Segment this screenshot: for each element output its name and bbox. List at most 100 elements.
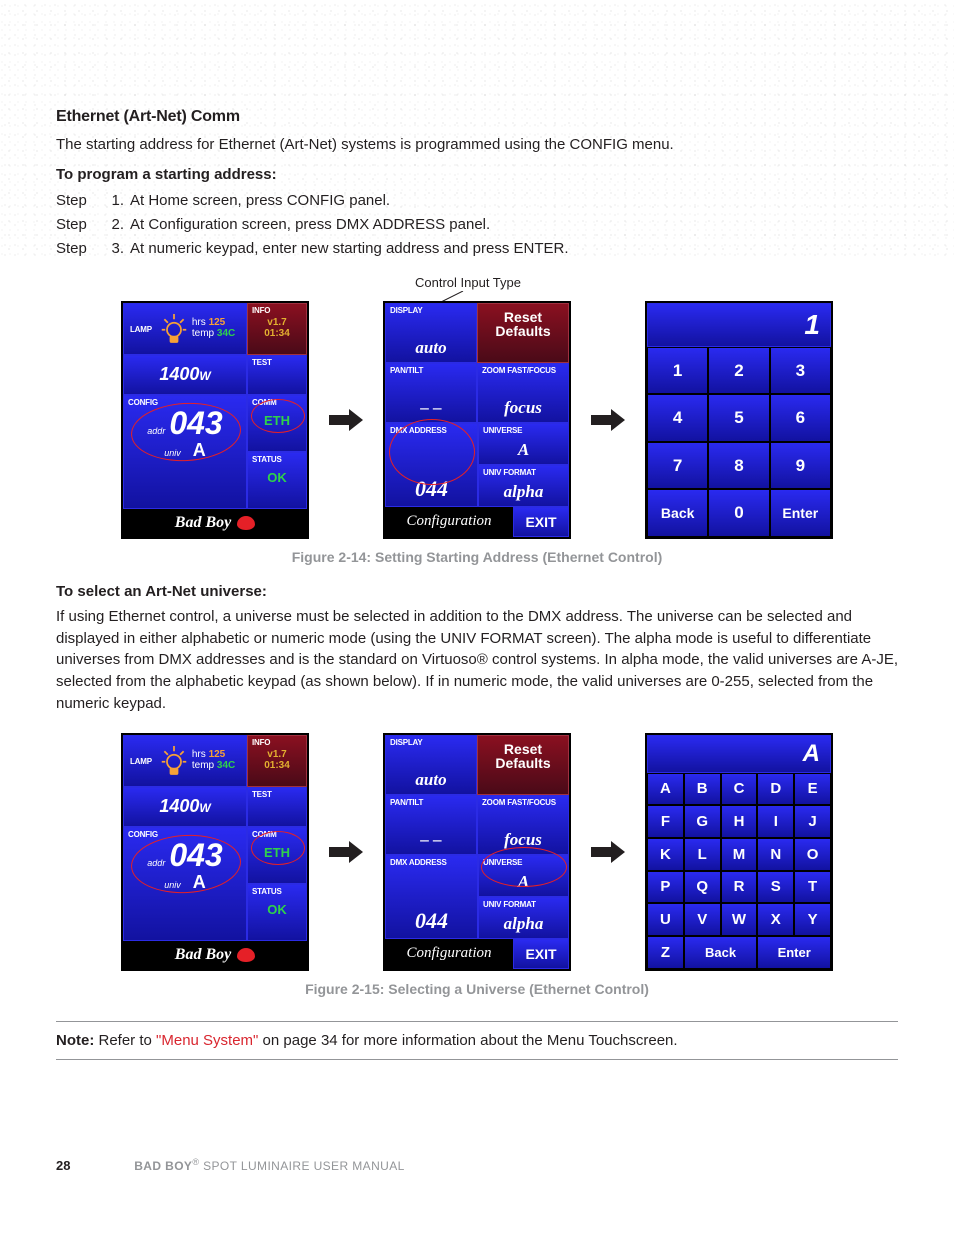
lamp-panel[interactable]: LAMPhrs 125temp 34C	[123, 735, 247, 787]
key-v[interactable]: V	[684, 903, 721, 936]
univ-format-panel[interactable]: UNIV FORMATalpha	[478, 465, 569, 507]
key-3[interactable]: 3	[770, 347, 831, 395]
figure-2-15: LAMPhrs 125temp 34CINFOv1.701:341400WTES…	[56, 733, 898, 971]
key-d[interactable]: D	[757, 773, 794, 806]
status-panel[interactable]: STATUSOK	[247, 452, 307, 509]
display-panel[interactable]: DISPLAYauto	[385, 735, 477, 795]
exit-button[interactable]: EXIT	[513, 507, 569, 537]
step-1: At Home screen, press CONFIG panel.	[130, 192, 390, 209]
key-u[interactable]: U	[647, 903, 684, 936]
config-title: Configuration	[385, 939, 513, 969]
display-panel[interactable]: DISPLAYauto	[385, 303, 477, 363]
key-q[interactable]: Q	[684, 871, 721, 904]
dmx-address-panel[interactable]: DMX ADDRESS044	[385, 855, 478, 939]
figure-2-14: LAMPhrs 125temp 34CINFOv1.701:341400WTES…	[56, 301, 898, 539]
zoom-panel[interactable]: ZOOM FAST/FOCUSfocus	[477, 363, 569, 423]
step-3: At numeric keypad, enter new starting ad…	[130, 240, 569, 257]
figure-2-15-caption: Figure 2-15: Selecting a Universe (Ether…	[56, 981, 898, 997]
key-9[interactable]: 9	[770, 442, 831, 490]
key-p[interactable]: P	[647, 871, 684, 904]
pantilt-panel[interactable]: PAN/TILT– –	[385, 795, 477, 855]
step-2: At Configuration screen, press DMX ADDRE…	[130, 216, 490, 233]
key-1[interactable]: 1	[647, 347, 708, 395]
power-panel[interactable]: 1400W	[123, 355, 247, 395]
zoom-panel[interactable]: ZOOM FAST/FOCUSfocus	[477, 795, 569, 855]
note-block: Note: Refer to "Menu System" on page 34 …	[56, 1021, 898, 1061]
config-panel[interactable]: CONFIGaddr043univA	[123, 827, 247, 941]
key-y[interactable]: Y	[794, 903, 831, 936]
reset-defaults-button[interactable]: ResetDefaults	[477, 303, 569, 363]
universe-paragraph: If using Ethernet control, a universe mu…	[56, 606, 898, 715]
key-e[interactable]: E	[794, 773, 831, 806]
config-screen: DISPLAYautoResetDefaultsPAN/TILT– –ZOOM …	[383, 733, 571, 971]
key-i[interactable]: I	[757, 805, 794, 838]
key-z[interactable]: Z	[647, 936, 684, 969]
key-2[interactable]: 2	[708, 347, 769, 395]
exit-button[interactable]: EXIT	[513, 939, 569, 969]
comm-panel[interactable]: COMMETH	[247, 395, 307, 452]
key-0[interactable]: 0	[708, 489, 769, 537]
numeric-keypad: 1123 456 789 Back0Enter	[645, 301, 833, 539]
key-6[interactable]: 6	[770, 394, 831, 442]
key-g[interactable]: G	[684, 805, 721, 838]
key-c[interactable]: C	[721, 773, 758, 806]
alpha-keypad: AABCDE FGHIJ KLMNO PQRST UVWXY ZBackEnter	[645, 733, 833, 971]
key-f[interactable]: F	[647, 805, 684, 838]
note-label: Note:	[56, 1032, 94, 1049]
key-t[interactable]: T	[794, 871, 831, 904]
page-number: 28	[56, 1158, 70, 1173]
menu-system-link[interactable]: "Menu System"	[156, 1032, 258, 1049]
reset-defaults-button[interactable]: ResetDefaults	[477, 735, 569, 795]
key-j[interactable]: J	[794, 805, 831, 838]
config-screen: DISPLAYautoResetDefaultsPAN/TILT– –ZOOM …	[383, 301, 571, 539]
config-title: Configuration	[385, 507, 513, 537]
brand-bar: Bad Boy	[123, 509, 307, 537]
key-8[interactable]: 8	[708, 442, 769, 490]
key-enter[interactable]: Enter	[770, 489, 831, 537]
key-m[interactable]: M	[721, 838, 758, 871]
key-r[interactable]: R	[721, 871, 758, 904]
key-5[interactable]: 5	[708, 394, 769, 442]
info-panel[interactable]: INFOv1.701:34	[247, 735, 307, 787]
arrow-icon	[591, 409, 625, 431]
key-4[interactable]: 4	[647, 394, 708, 442]
key-h[interactable]: H	[721, 805, 758, 838]
key-l[interactable]: L	[684, 838, 721, 871]
key-x[interactable]: X	[757, 903, 794, 936]
home-screen: LAMPhrs 125temp 34CINFOv1.701:341400WTES…	[121, 733, 309, 971]
key-w[interactable]: W	[721, 903, 758, 936]
key-7[interactable]: 7	[647, 442, 708, 490]
key-enter[interactable]: Enter	[757, 936, 831, 969]
test-panel[interactable]: TEST	[247, 355, 307, 395]
subhead-program: To program a starting address:	[56, 166, 898, 183]
key-back[interactable]: Back	[684, 936, 758, 969]
univ-format-panel[interactable]: UNIV FORMATalpha	[478, 897, 569, 939]
info-panel[interactable]: INFOv1.701:34	[247, 303, 307, 355]
home-screen: LAMPhrs 125temp 34CINFOv1.701:341400WTES…	[121, 301, 309, 539]
pantilt-panel[interactable]: PAN/TILT– –	[385, 363, 477, 423]
universe-panel[interactable]: UNIVERSEA	[478, 423, 569, 465]
keypad-display: A	[647, 735, 831, 773]
universe-panel[interactable]: UNIVERSEA	[478, 855, 569, 897]
section-heading: Ethernet (Art-Net) Comm	[56, 108, 898, 126]
footer: 28 BAD BOY® SPOT LUMINAIRE USER MANUAL	[56, 1157, 898, 1173]
key-n[interactable]: N	[757, 838, 794, 871]
test-panel[interactable]: TEST	[247, 787, 307, 827]
brand-bar: Bad Boy	[123, 941, 307, 969]
lamp-panel[interactable]: LAMPhrs 125temp 34C	[123, 303, 247, 355]
status-panel[interactable]: STATUSOK	[247, 884, 307, 941]
key-a[interactable]: A	[647, 773, 684, 806]
dmx-address-panel[interactable]: DMX ADDRESS044	[385, 423, 478, 507]
key-b[interactable]: B	[684, 773, 721, 806]
comm-panel[interactable]: COMMETH	[247, 827, 307, 884]
config-panel[interactable]: CONFIGaddr043univA	[123, 395, 247, 509]
key-s[interactable]: S	[757, 871, 794, 904]
arrow-icon	[591, 841, 625, 863]
power-panel[interactable]: 1400W	[123, 787, 247, 827]
figure-2-14-caption: Figure 2-14: Setting Starting Address (E…	[56, 549, 898, 565]
key-k[interactable]: K	[647, 838, 684, 871]
keypad-display: 1	[647, 303, 831, 347]
key-o[interactable]: O	[794, 838, 831, 871]
key-back[interactable]: Back	[647, 489, 708, 537]
intro-text: The starting address for Ethernet (Art-N…	[56, 134, 898, 156]
